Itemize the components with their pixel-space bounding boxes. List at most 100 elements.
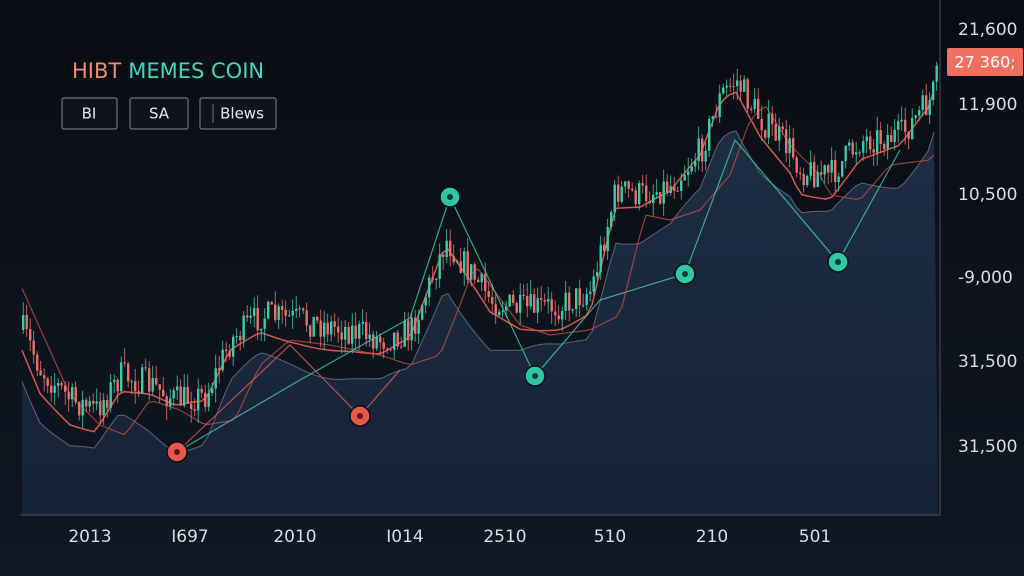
candle-body: [218, 368, 221, 371]
candle-body: [606, 227, 609, 252]
candle-body: [389, 349, 392, 351]
candle-body: [907, 131, 910, 139]
button[interactable]: [199, 97, 277, 130]
candle-body: [508, 294, 511, 307]
candle-body: [757, 98, 760, 119]
time-label: 2013: [68, 527, 111, 547]
candle-body: [249, 315, 252, 318]
time-label: I014: [386, 527, 423, 547]
candle-body: [816, 172, 819, 188]
candle-body: [788, 138, 791, 154]
candle-body: [463, 251, 466, 273]
candle-body: [711, 116, 714, 119]
candle-body: [802, 173, 805, 185]
candle-body: [526, 296, 529, 307]
candle-body: [480, 273, 483, 283]
candle-body: [165, 396, 168, 407]
candle-body: [603, 244, 606, 252]
candle-body: [330, 321, 333, 335]
candle-body: [228, 350, 231, 357]
button[interactable]: [61, 97, 118, 130]
candle-body: [743, 79, 746, 92]
button-label: BI: [82, 105, 97, 123]
candle-body: [361, 321, 364, 324]
candle-body: [239, 336, 242, 341]
candle-body: [158, 384, 161, 390]
candle-body: [277, 306, 280, 320]
candle-body: [848, 142, 851, 146]
candle-body: [148, 368, 151, 392]
candle-body: [484, 273, 487, 292]
candle-body: [382, 342, 385, 349]
candle-body: [645, 185, 648, 201]
candle-body: [543, 299, 546, 302]
candle-body: [123, 362, 126, 364]
candle-body: [235, 336, 238, 338]
candle-body: [708, 118, 711, 151]
candle-body: [309, 325, 312, 337]
candle-body: [155, 378, 158, 385]
candle-body: [305, 310, 308, 326]
candle-body: [435, 278, 438, 280]
candle-body: [284, 309, 287, 316]
time-label: 510: [594, 527, 626, 547]
candle-body: [599, 244, 602, 273]
candle-body: [424, 297, 427, 306]
candle-body: [347, 326, 350, 344]
candle-body: [529, 294, 532, 307]
candle-body: [452, 256, 455, 263]
candle-body: [890, 134, 893, 143]
chart-title: HIBT MEMES COIN: [72, 59, 264, 83]
candle-body: [725, 85, 728, 88]
candle-body: [659, 192, 662, 204]
candle-body: [739, 80, 742, 92]
candle-body: [799, 172, 802, 174]
candle-body: [466, 251, 469, 280]
marker-dot: [447, 194, 453, 200]
candle-body: [837, 176, 840, 183]
candle-body: [673, 186, 676, 191]
candle-body: [417, 319, 420, 334]
candle-body: [648, 200, 651, 204]
candle-body: [88, 400, 91, 407]
price-label: -9,000: [958, 268, 1013, 288]
candle-body: [256, 308, 259, 331]
candle-body: [893, 129, 896, 143]
button[interactable]: [129, 97, 189, 130]
candle-body: [396, 332, 399, 347]
candle-body: [186, 386, 189, 404]
candle-body: [701, 138, 704, 162]
candle-body: [78, 402, 81, 416]
candle-body: [39, 370, 42, 376]
button-label: Blews: [220, 105, 264, 123]
candle-body: [281, 306, 284, 310]
candle-body: [627, 181, 630, 189]
candle-body: [844, 145, 847, 162]
candle-body: [792, 138, 795, 158]
candle-body: [473, 264, 476, 280]
candle-body: [519, 294, 522, 313]
candle-body: [172, 390, 175, 399]
candle-body: [876, 130, 879, 153]
candle-body: [557, 315, 560, 320]
candle-body: [753, 98, 756, 109]
time-label: 2010: [273, 527, 316, 547]
candle-body: [386, 348, 389, 350]
candle-body: [655, 192, 658, 195]
candle-body: [827, 165, 830, 173]
time-label: 501: [799, 527, 831, 547]
candle-body: [200, 388, 203, 393]
candle-body: [613, 184, 616, 213]
candle-body: [862, 141, 865, 153]
candle-body: [750, 108, 753, 110]
candle-body: [221, 349, 224, 371]
candle-body: [697, 138, 700, 161]
title-brand: HIBT: [72, 59, 121, 83]
candle-body: [592, 276, 595, 292]
candle-body: [715, 116, 718, 118]
candle-body: [421, 305, 424, 320]
marker-dot: [835, 259, 841, 265]
candle-body: [869, 136, 872, 150]
candle-body: [515, 302, 518, 313]
candle-body: [312, 316, 315, 337]
